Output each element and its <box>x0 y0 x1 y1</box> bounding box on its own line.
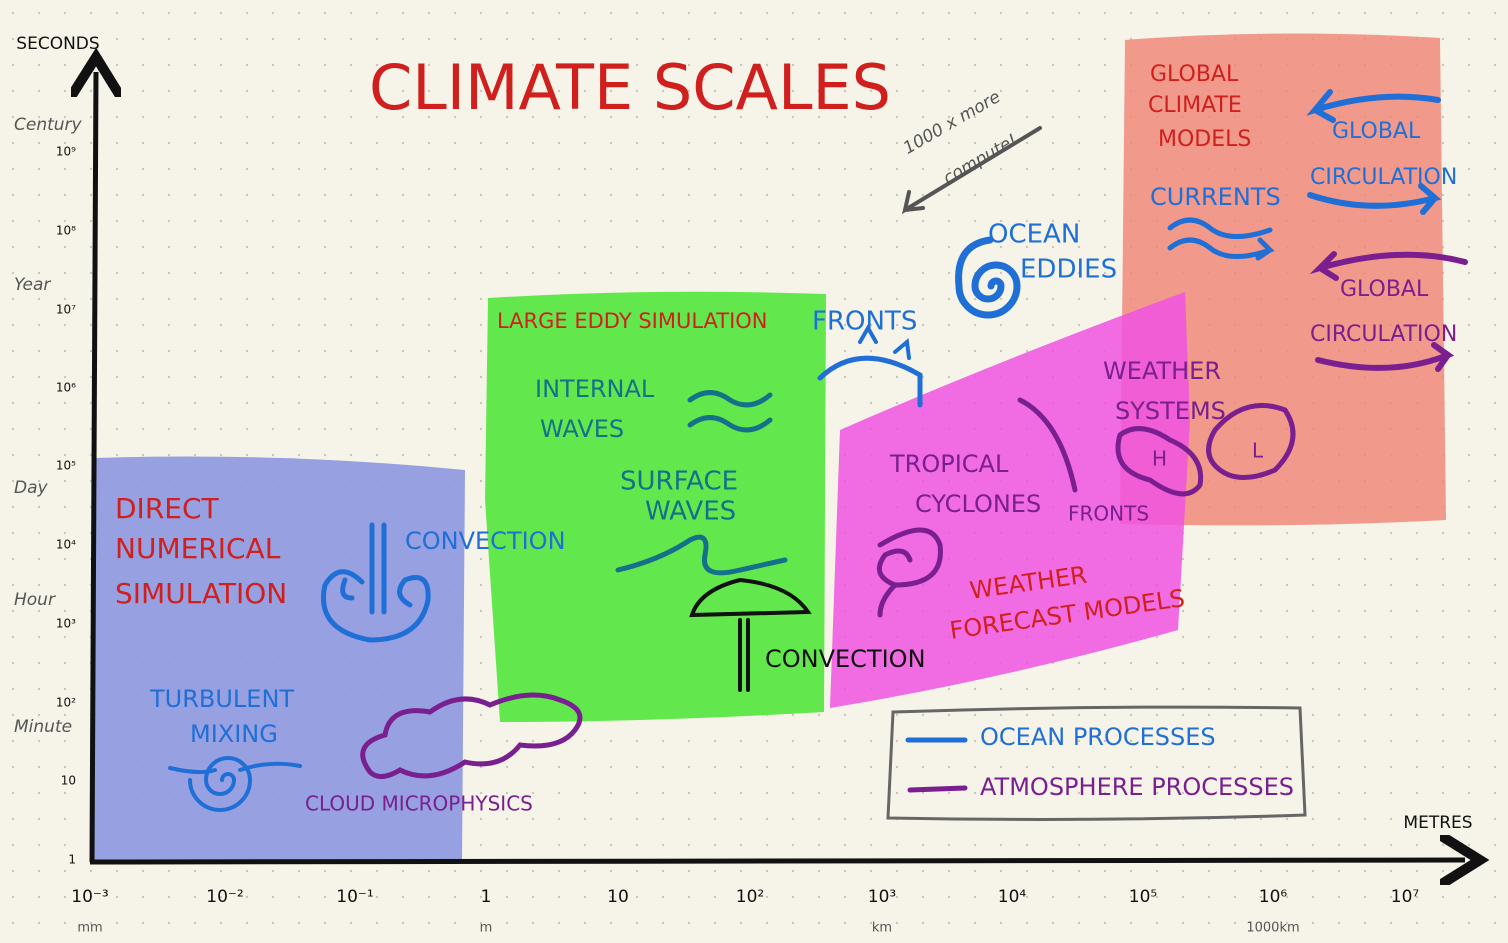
legend-label: OCEAN PROCESSES <box>980 723 1216 751</box>
x-tick-label: 1 <box>481 887 492 907</box>
atmosphere-circulation-arrows <box>1309 251 1468 372</box>
ocean-front-icon <box>817 355 923 408</box>
icons <box>168 89 1468 821</box>
tropical-cyclones-label: CYCLONES <box>915 490 1041 518</box>
dns-label: SIMULATION <box>115 577 287 610</box>
y-tick-label: 10 <box>61 774 76 788</box>
x-tick-label: 10⁴ <box>998 887 1027 907</box>
time-label: Minute <box>14 717 72 737</box>
title: CLIMATE SCALES <box>369 51 891 124</box>
internal-waves-icon <box>687 390 773 433</box>
y-tick-label: 10² <box>56 696 76 710</box>
x-tick-label: 10⁷ <box>1391 887 1420 907</box>
high-pressure-icon <box>1115 426 1204 497</box>
weather-systems-label: WEATHER <box>1103 357 1221 385</box>
legend-atmosphere-line <box>907 785 968 793</box>
cloud-microphysics-label: CLOUD MICROPHYSICS <box>305 792 533 816</box>
convection-small-label: CONVECTION <box>405 527 566 555</box>
x-axis-label: METRES <box>1403 813 1472 833</box>
y-axis <box>92 72 96 863</box>
gcm-label: MODELS <box>1158 127 1251 152</box>
turbulent-mixing-label: TURBULENT <box>149 685 294 713</box>
length-label: 1000km <box>1246 921 1299 936</box>
dns-label: NUMERICAL <box>115 532 281 565</box>
convection-icon <box>369 522 387 615</box>
y-tick-label: 1 <box>68 853 76 867</box>
y-tick-label: 10⁹ <box>56 145 76 159</box>
ocean-fronts-label: FRONTS <box>812 307 917 337</box>
length-label: km <box>872 921 892 936</box>
convection-large-label: CONVECTION <box>765 645 926 673</box>
low-pressure-icon <box>1206 403 1296 480</box>
atmosphere-circulation-label: CIRCULATION <box>1310 322 1457 347</box>
cloud-icon <box>360 692 583 779</box>
x-axis <box>89 860 1465 862</box>
surface-waves-label: WAVES <box>645 497 736 527</box>
time-label: Century <box>14 115 83 135</box>
compute-arrow <box>902 126 1042 215</box>
length-label: m <box>480 921 493 936</box>
y-tick-label: 10⁷ <box>56 303 76 317</box>
time-label: Hour <box>14 590 56 610</box>
turbulence-icon <box>168 756 302 812</box>
y-tick-label: 10³ <box>56 617 76 631</box>
legend-box <box>886 705 1307 821</box>
ocean-circulation-arrows <box>1306 89 1442 215</box>
pressure-label: H <box>1152 447 1167 471</box>
y-tick-label: 10⁴ <box>56 538 76 552</box>
internal-waves-label: WAVES <box>540 415 624 443</box>
pressure-label: L <box>1252 439 1264 463</box>
currents-icon <box>1167 217 1275 261</box>
x-tick-label: 10 <box>607 887 629 907</box>
surface-waves-label: SURFACE <box>620 467 738 497</box>
internal-waves-label: INTERNAL <box>535 375 655 403</box>
ocean-eddies-label: OCEAN <box>988 220 1080 250</box>
x-tick-label: 10⁻² <box>206 887 243 907</box>
currents-label: CURRENTS <box>1150 183 1281 211</box>
length-label: mm <box>77 921 102 936</box>
y-tick-label: 10⁵ <box>56 459 76 473</box>
x-tick-label: 10⁵ <box>1129 887 1157 907</box>
cumulonimbus-icon <box>689 577 812 692</box>
y-axis-label: SECONDS <box>16 34 99 54</box>
weather-systems-label: SYSTEMS <box>1115 397 1226 425</box>
ocean-circulation-label: CIRCULATION <box>1310 165 1457 190</box>
surface-waves-icon <box>615 534 788 576</box>
time-label: Year <box>14 275 51 295</box>
atmosphere-circulation-label: GLOBAL <box>1340 277 1429 302</box>
ocean-eddies-label: EDDIES <box>1020 255 1117 285</box>
x-tick-label: 10⁶ <box>1259 887 1288 907</box>
gcm-region <box>1120 33 1446 526</box>
gcm-label: GLOBAL <box>1150 62 1239 87</box>
x-tick-label: 10⁻³ <box>71 887 108 907</box>
atmosphere-fronts-label: FRONTS <box>1068 502 1149 526</box>
ocean-circulation-label: GLOBAL <box>1332 119 1421 144</box>
tropical-cyclones-label: TROPICAL <box>889 450 1009 478</box>
convection-swirl <box>321 569 431 643</box>
les-label: LARGE EDDY SIMULATION <box>497 309 768 333</box>
y-tick-label: 10⁶ <box>56 381 76 395</box>
gcm-label: CLIMATE <box>1148 93 1242 118</box>
eddy-icon <box>955 236 1021 319</box>
time-label: Day <box>14 478 49 498</box>
x-tick-label: 10³ <box>868 887 896 907</box>
ocean-front-barbs <box>858 323 911 360</box>
atmosphere-front-icon <box>1017 397 1078 493</box>
y-tick-label: 10⁸ <box>56 224 76 238</box>
turbulent-mixing-label: MIXING <box>190 720 278 748</box>
x-tick-label: 10⁻¹ <box>336 887 373 907</box>
x-tick-label: 10² <box>736 887 764 907</box>
dns-label: DIRECT <box>115 492 220 525</box>
legend-label: ATMOSPHERE PROCESSES <box>980 773 1294 801</box>
cyclone-icon <box>876 527 943 618</box>
